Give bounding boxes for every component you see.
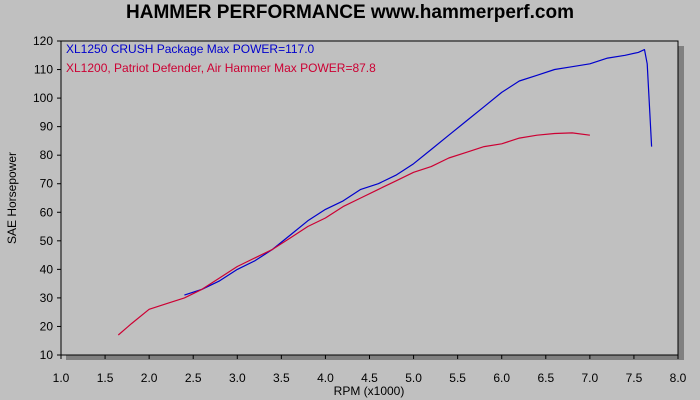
x-tick-label: 3.5: [273, 371, 290, 385]
x-tick-label: 4.5: [361, 371, 378, 385]
y-tick-label: 90: [40, 120, 54, 134]
x-tick-label: 3.0: [229, 371, 246, 385]
y-tick-label: 70: [40, 177, 54, 191]
x-tick-label: 6.5: [537, 371, 554, 385]
x-tick-label: 7.5: [626, 371, 643, 385]
x-tick-label: 1.0: [53, 371, 70, 385]
y-tick-label: 100: [33, 91, 53, 105]
legend-entry-xl1250: XL1250 CRUSH Package Max POWER=117.0: [66, 42, 315, 56]
y-tick-label: 60: [40, 205, 54, 219]
y-tick-label: 20: [40, 319, 54, 333]
x-tick-label: 2.0: [141, 371, 158, 385]
y-tick-label: 30: [40, 291, 54, 305]
y-tick-label: 120: [33, 34, 53, 48]
x-tick-label: 4.0: [317, 371, 334, 385]
chart-title: HAMMER PERFORMANCE www.hammerperf.com: [126, 2, 574, 23]
x-tick-label: 6.0: [493, 371, 510, 385]
y-tick-label: 10: [40, 348, 54, 362]
x-tick-label: 5.5: [449, 371, 466, 385]
legend-entry-xl1200: XL1200, Patriot Defender, Air Hammer Max…: [66, 61, 376, 75]
x-axis: 1.0 1.5 2.0 2.5 3.0 3.5 4.0 4.5 5.0 5.5 6.0 6.5 7.0 7…: [53, 355, 687, 385]
y-tick-label: 110: [34, 63, 53, 77]
series-lines: [117, 48, 653, 336]
x-tick-label: 2.5: [185, 371, 202, 385]
x-tick-label: 8.0: [670, 371, 687, 385]
x-tick-label: 5.0: [405, 371, 422, 385]
x-axis-label: RPM (x1000): [334, 384, 405, 398]
plot-area: [60, 40, 679, 356]
y-axis-label: SAE Horsepower: [5, 152, 19, 244]
y-tick-label: 50: [40, 234, 54, 248]
y-tick-label: 40: [40, 262, 54, 276]
y-tick-label: 80: [40, 148, 54, 162]
y-axis: 10 20 30 40 50 60 70 80 90 100 110 120: [33, 34, 61, 362]
x-tick-label: 1.5: [97, 371, 114, 385]
x-tick-label: 7.0: [582, 371, 599, 385]
series-line-xl1200: [117, 132, 590, 336]
